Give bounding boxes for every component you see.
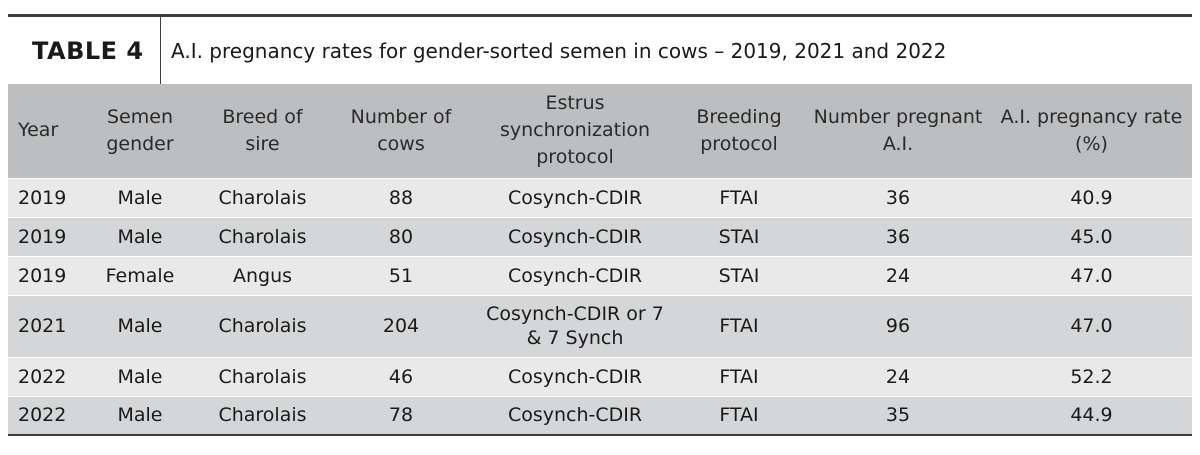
cell-number-pregnant: 36 — [805, 177, 991, 217]
cell-semen-gender: Female — [80, 255, 200, 295]
cell-pregnancy-rate: 52.2 — [991, 356, 1192, 396]
cell-sync-protocol: Cosynch-CDIR or 7 & 7 Synch — [477, 294, 673, 357]
cell-breed: Charolais — [200, 395, 325, 435]
column-header: Breeding protocol — [696, 105, 782, 155]
cell-number-pregnant: 35 — [805, 395, 991, 435]
cell-pregnancy-rate: 47.0 — [991, 255, 1192, 295]
cell-breeding-protocol: STAI — [673, 216, 805, 256]
cell-number-cows: 78 — [325, 395, 477, 435]
cell-semen-gender: Male — [80, 294, 200, 357]
data-table: Year Semen gender Breed of sire Number o… — [8, 84, 1192, 436]
cell-breeding-protocol: FTAI — [673, 294, 805, 357]
cell-number-pregnant: 96 — [805, 294, 991, 357]
cell-year: 2021 — [8, 294, 80, 357]
column-header: Number of cows — [350, 105, 452, 155]
cell-breed: Charolais — [200, 356, 325, 396]
cell-number-cows: 46 — [325, 356, 477, 396]
cell-semen-gender: Male — [80, 216, 200, 256]
column-header: Semen gender — [106, 105, 174, 155]
cell-year: 2022 — [8, 356, 80, 396]
cell-breed: Charolais — [200, 294, 325, 357]
cell-semen-gender: Male — [80, 356, 200, 396]
table-row: 2021 Male Charolais 204 Cosynch-CDIR or … — [8, 294, 1192, 357]
cell-pregnancy-rate: 47.0 — [991, 294, 1192, 357]
cell-pregnancy-rate: 44.9 — [991, 395, 1192, 435]
cell-breeding-protocol: FTAI — [673, 356, 805, 396]
cell-sync-protocol: Cosynch-CDIR — [477, 216, 673, 256]
column-header: Estrus synchronization protocol — [499, 92, 651, 169]
table-caption: A.I. pregnancy rates for gender-sorted s… — [171, 38, 947, 63]
cell-sync-protocol: Cosynch-CDIR — [477, 177, 673, 217]
cell-pregnancy-rate: 45.0 — [991, 216, 1192, 256]
cell-year: 2022 — [8, 395, 80, 435]
table-row: 2022 Male Charolais 46 Cosynch-CDIR FTAI… — [8, 356, 1192, 396]
table-row: 2019 Male Charolais 88 Cosynch-CDIR FTAI… — [8, 177, 1192, 217]
cell-breed: Charolais — [200, 216, 325, 256]
cell-pregnancy-rate: 40.9 — [991, 177, 1192, 217]
cell-breed: Angus — [200, 255, 325, 295]
cell-number-cows: 88 — [325, 177, 477, 217]
table-figure: TABLE 4 A.I. pregnancy rates for gender-… — [8, 14, 1192, 436]
cell-sync-protocol: Cosynch-CDIR — [477, 395, 673, 435]
table-row: 2019 Male Charolais 80 Cosynch-CDIR STAI… — [8, 216, 1192, 256]
cell-year: 2019 — [8, 216, 80, 256]
cell-semen-gender: Male — [80, 395, 200, 435]
table-number: TABLE 4 — [8, 17, 161, 84]
cell-breeding-protocol: FTAI — [673, 177, 805, 217]
cell-breeding-protocol: FTAI — [673, 395, 805, 435]
column-header: Breed of sire — [222, 105, 303, 155]
cell-year: 2019 — [8, 177, 80, 217]
cell-number-pregnant: 24 — [805, 356, 991, 396]
table-row: 2019 Female Angus 51 Cosynch-CDIR STAI 2… — [8, 255, 1192, 295]
cell-number-cows: 204 — [325, 294, 477, 357]
cell-breeding-protocol: STAI — [673, 255, 805, 295]
cell-number-pregnant: 36 — [805, 216, 991, 256]
cell-breed: Charolais — [200, 177, 325, 217]
header-row: Year Semen gender Breed of sire Number o… — [8, 84, 1192, 178]
table-row: 2022 Male Charolais 78 Cosynch-CDIR FTAI… — [8, 395, 1192, 435]
cell-semen-gender: Male — [80, 177, 200, 217]
column-header: Number pregnant A.I. — [813, 105, 983, 155]
title-bar: TABLE 4 A.I. pregnancy rates for gender-… — [8, 14, 1192, 84]
cell-sync-protocol: Cosynch-CDIR — [477, 255, 673, 295]
column-header: Year — [18, 119, 59, 142]
cell-number-pregnant: 24 — [805, 255, 991, 295]
cell-number-cows: 80 — [325, 216, 477, 256]
cell-number-cows: 51 — [325, 255, 477, 295]
column-header: A.I. pregnancy rate (%) — [1000, 105, 1183, 155]
cell-year: 2019 — [8, 255, 80, 295]
cell-sync-protocol: Cosynch-CDIR — [477, 356, 673, 396]
